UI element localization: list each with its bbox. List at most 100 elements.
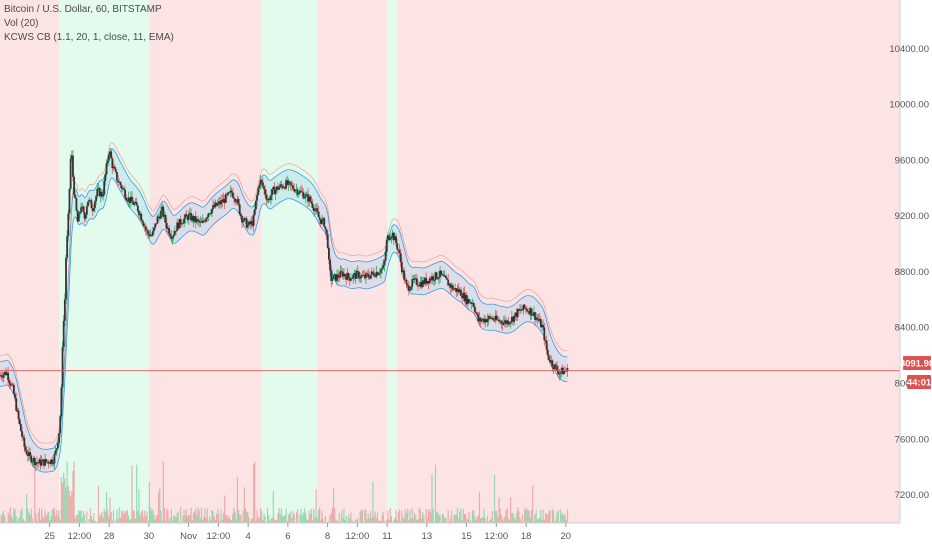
volume-bar <box>84 515 85 523</box>
volume-bar <box>399 509 400 523</box>
candle-body <box>407 284 409 286</box>
volume-bar <box>105 512 106 523</box>
volume-bar <box>141 512 142 523</box>
volume-bar <box>163 462 164 523</box>
volume-bar <box>121 510 122 523</box>
volume-bar <box>309 510 310 523</box>
candle-body <box>157 217 159 224</box>
symbol-title[interactable]: Bitcoin / U.S. Dollar, 60, BITSTAMP <box>4 3 174 17</box>
candle-body <box>328 248 330 260</box>
volume-bar <box>465 514 466 523</box>
candle-body <box>25 447 27 451</box>
candle-body <box>106 163 108 174</box>
volume-bar <box>75 518 76 523</box>
volume-bar <box>247 512 248 523</box>
volume-bar <box>47 513 48 523</box>
volume-bar <box>299 514 300 523</box>
candle-body <box>350 279 352 281</box>
candle-body <box>133 203 135 204</box>
volume-bar <box>281 508 282 523</box>
volume-bar <box>187 517 188 523</box>
volume-bar <box>317 518 318 523</box>
volume-bar <box>272 518 273 523</box>
volume-bar <box>222 520 223 523</box>
candle-body <box>108 155 110 161</box>
candle-body <box>367 274 369 277</box>
volume-bar <box>458 519 459 523</box>
price-tick-label: 8800.00 <box>895 267 929 278</box>
volume-bar <box>98 486 99 523</box>
volume-bar <box>401 511 402 523</box>
volume-bar <box>543 510 544 523</box>
volume-bar <box>297 509 298 523</box>
volume-bar <box>483 509 484 523</box>
volume-bar <box>514 517 515 523</box>
volume-bar <box>292 511 293 523</box>
volume-bar <box>27 508 28 523</box>
volume-bar <box>233 508 234 523</box>
candle-body <box>312 204 314 208</box>
candle-body <box>115 169 117 172</box>
candle-body <box>54 454 56 464</box>
volume-bar <box>171 509 172 523</box>
zone-bull <box>60 0 149 523</box>
candle-body <box>521 310 523 311</box>
candle-body <box>352 275 354 279</box>
volume-bar <box>152 510 153 523</box>
volume-bar <box>302 516 303 523</box>
volume-bar <box>201 508 202 523</box>
candle-body <box>57 443 59 448</box>
volume-bar <box>102 517 103 523</box>
candle-body <box>532 315 534 316</box>
volume-bar <box>158 492 159 523</box>
volume-bar <box>150 508 151 523</box>
candle-body <box>382 265 384 268</box>
candle-body <box>403 271 405 280</box>
candle-body <box>197 219 199 220</box>
candle-body <box>409 289 411 290</box>
volume-bar <box>234 512 235 523</box>
candle-body <box>524 305 526 308</box>
candle-body <box>225 194 227 203</box>
candle-body <box>56 448 58 450</box>
candle-body <box>275 190 277 195</box>
candle-body <box>93 208 95 211</box>
volume-bar <box>38 512 39 523</box>
volume-bar <box>394 518 395 523</box>
candle-body <box>304 197 306 198</box>
candle-body <box>19 419 21 424</box>
volume-bar <box>459 511 460 523</box>
candle-body <box>316 208 318 212</box>
last-price-value: 8091.98 <box>900 359 932 370</box>
kcws-indicator-label[interactable]: KCWS CB (1.1, 20, 1, close, 11, EMA) <box>4 31 174 45</box>
candle-body <box>238 199 240 204</box>
volume-bar <box>334 508 335 523</box>
volume-bar <box>111 512 112 523</box>
candle-body <box>232 193 234 198</box>
volume-bar <box>123 514 124 523</box>
volume-indicator-label[interactable]: Vol (20) <box>4 17 174 31</box>
volume-bar <box>79 511 80 523</box>
volume-bar <box>13 508 14 523</box>
candle-body <box>348 273 350 277</box>
volume-bar <box>70 497 71 523</box>
volume-bar <box>195 509 196 523</box>
candle-body <box>396 243 398 249</box>
candle-body <box>0 375 2 377</box>
volume-bar <box>254 462 255 523</box>
candle-body <box>228 192 230 193</box>
candle-body <box>548 356 550 360</box>
volume-bar <box>527 511 528 523</box>
volume-bar <box>460 509 461 523</box>
volume-bar <box>318 510 319 523</box>
volume-bar <box>371 518 372 523</box>
volume-bar <box>451 510 452 523</box>
candle-body <box>341 271 343 272</box>
volume-bar <box>375 512 376 523</box>
candle-body <box>73 177 75 195</box>
volume-bar <box>173 515 174 523</box>
volume-bar <box>420 510 421 523</box>
